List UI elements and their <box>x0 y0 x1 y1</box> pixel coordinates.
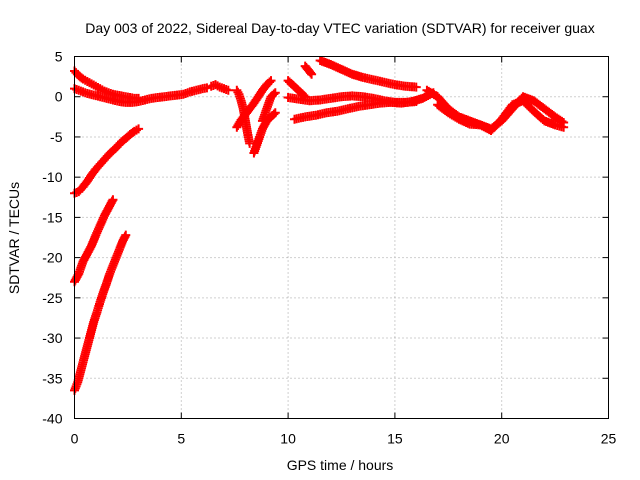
chart-title: Day 003 of 2022, Sidereal Day-to-day VTE… <box>85 20 594 36</box>
y-tick-label: 5 <box>55 49 63 65</box>
series-arc-rise-3 <box>70 230 131 395</box>
y-tick-label: -15 <box>42 209 62 225</box>
series-arc-right-2 <box>433 96 569 136</box>
x-tick-labels: 0 5 10 15 20 25 <box>71 431 617 447</box>
series-arc-upper-right <box>315 56 421 92</box>
series-arc-mid-e <box>257 88 280 126</box>
series-arc-mid-c <box>232 76 276 132</box>
data-point <box>307 69 317 79</box>
series-arc-mid-f <box>283 76 310 102</box>
data-point <box>121 230 131 240</box>
data-point <box>411 82 421 92</box>
x-tick-label: 15 <box>387 431 403 447</box>
series-arc-mid-b <box>232 85 255 148</box>
data-point <box>270 88 280 98</box>
y-tick-label: -25 <box>42 290 62 306</box>
y-axis-label: SDTVAR / TECUs <box>6 182 22 294</box>
series-arc-mid-g <box>300 61 317 79</box>
data-point <box>559 122 569 132</box>
y-tick-label: -5 <box>50 129 63 145</box>
y-tick-label: -20 <box>42 250 62 266</box>
x-tick-label: 25 <box>601 431 617 447</box>
x-tick-label: 5 <box>177 431 185 447</box>
x-axis-label: GPS time / hours <box>287 457 394 473</box>
data-point <box>223 85 233 95</box>
y-tick-label: -40 <box>42 411 62 427</box>
y-tick-label: -30 <box>42 330 62 346</box>
plot-frame <box>74 56 609 419</box>
data-point <box>134 124 144 134</box>
data-point <box>245 138 255 148</box>
data-point <box>108 195 118 205</box>
series-arc-rise-1 <box>70 124 144 198</box>
y-tick-labels: 5 0 -5 -10 -15 -20 -25 -30 -35 -40 <box>42 49 62 427</box>
y-tick-label: -35 <box>42 370 62 386</box>
series-arc-mid-d <box>249 108 280 158</box>
series-arc-rise-2 <box>70 195 118 287</box>
series-arc-upper-left-2 <box>70 83 212 107</box>
series-arc-mid-a <box>206 80 233 95</box>
x-tick-label: 0 <box>71 431 79 447</box>
data-point <box>266 76 276 86</box>
x-tick-label: 10 <box>280 431 296 447</box>
data-point <box>270 108 280 118</box>
y-tick-label: 0 <box>55 89 63 105</box>
data-marks <box>70 56 569 395</box>
y-tick-label: -10 <box>42 169 62 185</box>
x-tick-label: 20 <box>494 431 510 447</box>
